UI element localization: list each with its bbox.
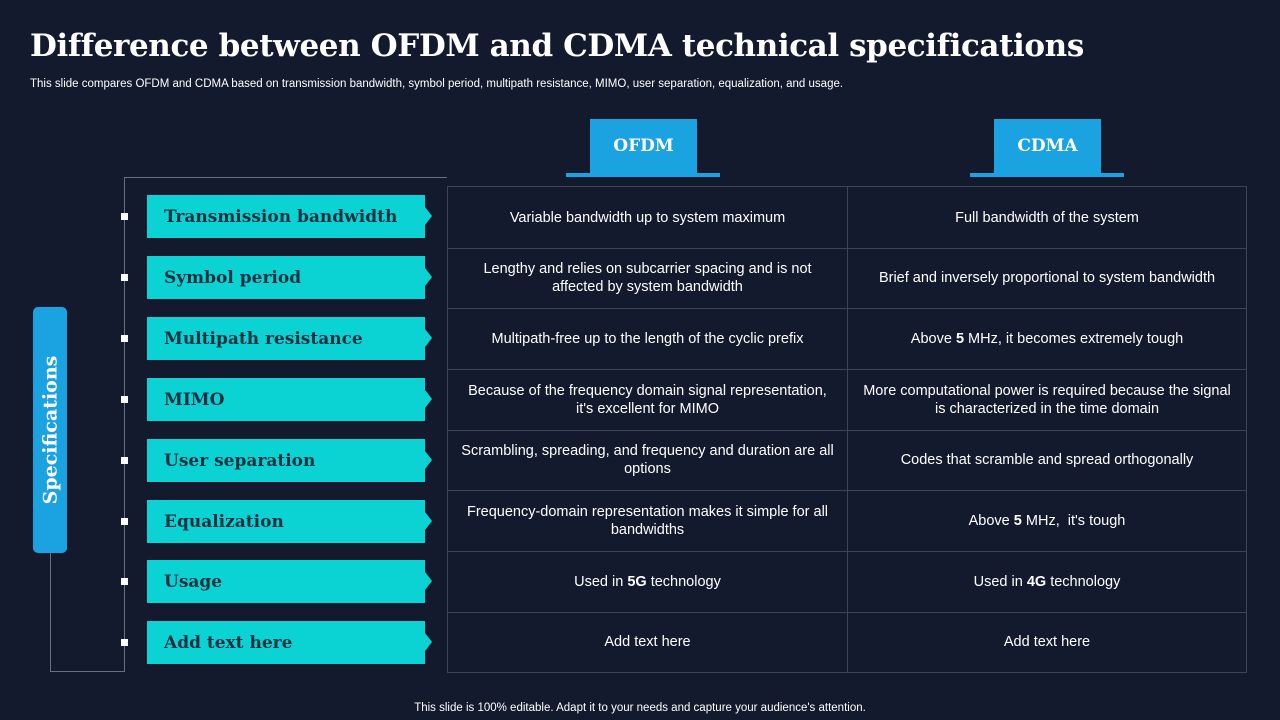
row-bullet <box>121 457 128 464</box>
cell-text: technology <box>1046 573 1121 590</box>
row-bullet <box>121 335 128 342</box>
cell-bold-value: 5 <box>1013 512 1022 529</box>
table-row-divider <box>448 551 1246 552</box>
row-arrow <box>425 633 432 651</box>
tree-vertical-line <box>124 177 125 672</box>
table-row-divider <box>448 490 1246 491</box>
cell-text: Above <box>910 330 956 347</box>
table-cell-ofdm: Variable bandwidth up to system maximum <box>509 209 786 226</box>
row-bullet <box>121 213 128 220</box>
row-label-usage: Usage <box>147 560 425 603</box>
table-cell-ofdm: Lengthy and relies on subcarrier spacing… <box>483 261 812 295</box>
cell-text: MHz, it becomes extremely tough <box>964 330 1184 347</box>
table-cell-ofdm: Add text here <box>604 634 691 650</box>
table-column-divider <box>847 187 848 672</box>
page-subtitle: This slide compares OFDM and CDMA based … <box>30 78 844 90</box>
table-cell-ofdm: Scrambling, spreading, and frequency and… <box>461 443 834 477</box>
table-row-divider <box>448 248 1246 249</box>
column-header-cdma: CDMA <box>994 119 1101 173</box>
table-cell-ofdm: Multipath-free up to the length of the c… <box>491 330 804 347</box>
tree-top-line <box>124 177 447 178</box>
cell-bold-value: 5G <box>627 573 647 590</box>
cell-text: Used in <box>574 573 628 590</box>
cell-bold-value: 5 <box>955 330 965 347</box>
table-cell-cdma: Above 5 MHz, it becomes extremely tough <box>848 308 1246 369</box>
row-bullet <box>121 396 128 403</box>
table-row-divider <box>448 369 1246 370</box>
row-arrow <box>425 451 432 469</box>
page-title: Difference between OFDM and CDMA technic… <box>30 28 1084 64</box>
cell-text: technology <box>646 573 721 590</box>
row-label-transmission-bandwidth: Transmission bandwidth <box>147 195 425 238</box>
column-underline-ofdm <box>566 173 720 177</box>
cell-text: Used in <box>973 573 1027 590</box>
row-bullet <box>121 518 128 525</box>
specifications-label: Specifications <box>33 307 67 553</box>
row-arrow <box>425 512 432 530</box>
table-cell-cdma: Brief and inversely proportional to syst… <box>878 270 1216 286</box>
row-arrow <box>425 572 432 590</box>
footer-note: This slide is 100% editable. Adapt it to… <box>414 702 866 714</box>
cell-bold-value: 4G <box>1026 573 1047 590</box>
row-label-user-separation: User separation <box>147 439 425 482</box>
table-cell-cdma: Used in 4G technology <box>848 551 1246 612</box>
cell-text: MHz, it's tough <box>1021 512 1126 529</box>
row-arrow <box>425 207 432 225</box>
row-label-add-text: Add text here <box>147 621 425 664</box>
tree-bottom-line <box>50 671 125 672</box>
table-cell-cdma: Full bandwidth of the system <box>955 209 1139 226</box>
row-bullet <box>121 274 128 281</box>
table-cell-ofdm: Because of the frequency domain signal r… <box>468 382 827 417</box>
table-row-divider <box>448 308 1246 309</box>
table-cell-cdma: More computational power is required bec… <box>863 382 1231 417</box>
table-cell-cdma: Codes that scramble and spread orthogona… <box>900 452 1194 468</box>
comparison-table: Variable bandwidth up to system maximum … <box>447 186 1247 673</box>
row-label-symbol-period: Symbol period <box>147 256 425 299</box>
row-label-equalization: Equalization <box>147 500 425 543</box>
row-label-mimo: MIMO <box>147 378 425 421</box>
table-row-divider <box>448 612 1246 613</box>
column-header-ofdm: OFDM <box>590 119 697 173</box>
tree-left-line <box>50 553 51 672</box>
cell-text: Above <box>968 512 1014 529</box>
table-row-divider <box>448 430 1246 431</box>
table-cell-cdma: Add text here <box>1003 634 1091 650</box>
row-arrow <box>425 329 432 347</box>
table-cell-ofdm: Used in 5G technology <box>448 551 847 612</box>
specifications-text: Specifications <box>39 355 62 505</box>
row-arrow <box>425 390 432 408</box>
row-label-multipath-resistance: Multipath resistance <box>147 317 425 360</box>
table-cell-ofdm: Frequency-domain representation makes it… <box>466 503 829 538</box>
row-arrow <box>425 268 432 286</box>
table-cell-cdma: Above 5 MHz, it's tough <box>848 490 1246 551</box>
row-bullet <box>121 639 128 646</box>
row-bullet <box>121 578 128 585</box>
column-underline-cdma <box>970 173 1124 177</box>
